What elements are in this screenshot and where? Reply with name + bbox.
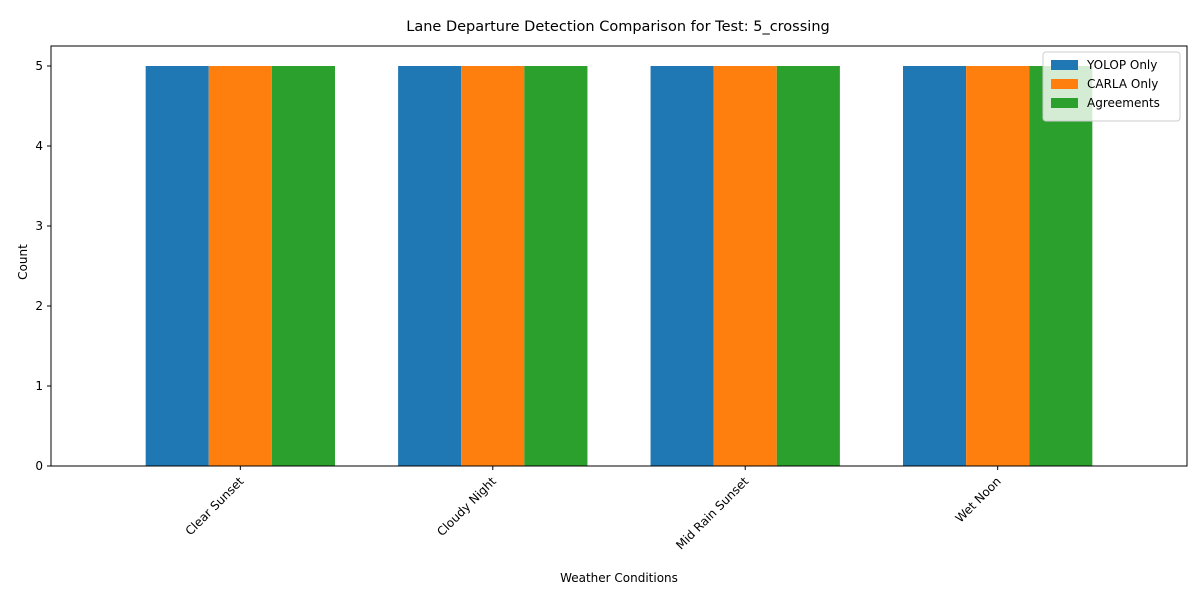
chart-title: Lane Departure Detection Comparison for … [406,19,829,35]
y-tick-label: 5 [35,59,43,73]
x-tick-label: Clear Sunset [183,474,247,538]
bar-yolop-only-2 [650,66,714,466]
x-axis-label: Weather Conditions [560,571,678,585]
bar-agreements-1 [524,66,588,466]
legend-label: CARLA Only [1087,77,1158,91]
x-tick-label: Mid Rain Sunset [673,474,751,552]
bar-yolop-only-1 [398,66,462,466]
bar-yolop-only-3 [903,66,967,466]
bar-carla-only-0 [208,66,272,466]
y-tick-label: 0 [35,459,43,473]
plot-frame [50,45,1188,467]
y-tick-label: 2 [35,299,43,313]
bar-yolop-only-0 [145,66,209,466]
legend: YOLOP Only CARLA Only Agreements [1042,51,1181,122]
bar-carla-only-1 [461,66,525,466]
x-tick-label: Wet Noon [953,474,1004,525]
y-tick-label: 4 [35,139,43,153]
y-tick-label: 3 [35,219,43,233]
bar-agreements-2 [776,66,840,466]
x-tick-label: Cloudy Night [434,474,499,539]
y-tick-label: 1 [35,379,43,393]
y-axis-label: Count [16,244,30,280]
bar-agreements-3 [1029,66,1093,466]
legend-swatch [1051,98,1078,108]
legend-swatch [1051,79,1078,89]
bar-carla-only-3 [966,66,1030,466]
plot-area [50,45,1188,467]
bar-carla-only-2 [713,66,777,466]
y-axis: 0 1 2 3 4 5 [35,59,51,473]
legend-swatch [1051,60,1078,70]
bar-agreements-0 [271,66,335,466]
legend-label: Agreements [1087,96,1160,110]
x-axis: Clear Sunset Cloudy Night Mid Rain Sunset W… [183,466,1004,552]
legend-label: YOLOP Only [1086,58,1157,72]
